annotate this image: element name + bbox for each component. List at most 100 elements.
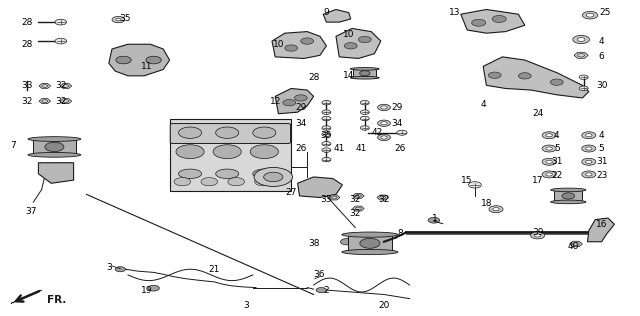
Text: 28: 28 [21,40,33,49]
Circle shape [228,178,244,186]
Circle shape [468,182,481,188]
Circle shape [534,234,541,237]
Circle shape [360,126,369,130]
Text: 28: 28 [21,18,33,27]
Circle shape [582,11,598,19]
Polygon shape [60,83,72,88]
Ellipse shape [351,68,379,70]
Text: 32: 32 [55,97,67,106]
Text: 27: 27 [285,188,297,197]
Circle shape [358,36,371,43]
Text: 12: 12 [269,97,281,106]
Circle shape [322,132,331,137]
Polygon shape [39,99,51,104]
Circle shape [322,148,331,152]
Circle shape [381,122,387,125]
Circle shape [285,45,298,51]
Circle shape [381,106,387,109]
Text: 20: 20 [378,301,390,310]
Circle shape [322,157,331,162]
Ellipse shape [562,193,575,199]
Text: 30: 30 [596,81,607,90]
Circle shape [340,239,353,245]
Circle shape [546,147,552,150]
Text: 17: 17 [532,176,543,185]
Polygon shape [353,206,364,211]
Polygon shape [461,9,525,33]
Text: 33: 33 [321,195,332,204]
Circle shape [322,142,331,146]
Circle shape [586,134,592,137]
Bar [33,139,76,155]
Text: 41: 41 [333,144,345,153]
Ellipse shape [342,249,398,255]
FancyBboxPatch shape [170,118,291,191]
Text: 4: 4 [481,100,486,109]
Circle shape [253,127,276,138]
Circle shape [148,285,159,291]
Polygon shape [328,195,340,200]
Text: 24: 24 [532,109,543,118]
Polygon shape [39,83,51,88]
Circle shape [201,178,218,186]
Circle shape [573,35,589,44]
Text: 32: 32 [21,97,33,106]
Polygon shape [275,88,314,114]
Circle shape [542,145,556,152]
Circle shape [174,178,191,186]
Text: 35: 35 [321,131,332,140]
Circle shape [582,132,596,139]
Circle shape [176,145,204,159]
Circle shape [322,126,331,130]
Circle shape [360,116,369,121]
Polygon shape [574,52,588,58]
Circle shape [254,167,292,186]
Text: 35: 35 [119,15,131,23]
Text: 21: 21 [209,265,220,274]
Circle shape [360,110,369,114]
Text: 8: 8 [397,229,403,238]
Polygon shape [570,241,582,247]
Text: 36: 36 [313,270,324,279]
Polygon shape [38,163,74,183]
Text: 4: 4 [554,131,559,140]
Circle shape [492,15,506,22]
Text: 1: 1 [433,214,438,222]
Text: 31: 31 [596,157,607,166]
Text: 22: 22 [551,171,563,180]
Circle shape [542,158,556,165]
Ellipse shape [45,142,64,152]
Ellipse shape [28,137,81,142]
Ellipse shape [550,200,586,204]
Text: 40: 40 [567,242,579,251]
Circle shape [531,232,545,239]
Bar [348,234,392,252]
Text: 29: 29 [295,103,307,112]
Ellipse shape [28,153,81,157]
Circle shape [255,178,271,186]
Polygon shape [323,9,351,22]
Circle shape [112,16,125,23]
Ellipse shape [253,169,276,179]
Circle shape [546,173,552,176]
Text: 16: 16 [596,220,607,229]
Text: 26: 26 [394,144,406,153]
Circle shape [579,75,588,80]
Circle shape [283,100,296,106]
Text: 23: 23 [596,171,607,180]
Text: 5: 5 [554,144,559,153]
Polygon shape [11,290,42,303]
Polygon shape [298,177,342,198]
Circle shape [488,72,501,78]
Text: 9: 9 [324,8,329,17]
Text: 32: 32 [378,195,390,204]
Circle shape [582,145,596,152]
Circle shape [378,120,390,126]
Circle shape [493,208,499,211]
Circle shape [322,100,331,105]
Circle shape [550,79,563,85]
Text: 15: 15 [461,176,473,185]
Ellipse shape [351,76,379,79]
Circle shape [316,288,326,293]
Text: 28: 28 [308,73,319,82]
